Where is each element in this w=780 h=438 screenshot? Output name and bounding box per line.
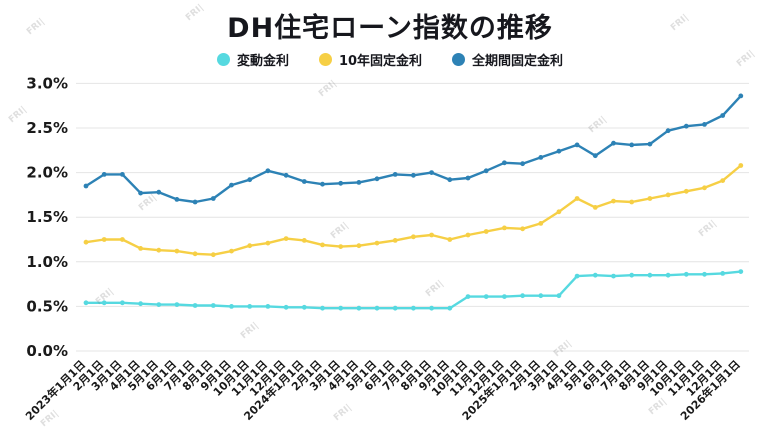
chart-legend: 変動金利 10年固定金利 全期間固定金利: [0, 50, 780, 69]
legend-label-10y-fixed-rate: 10年固定金利: [338, 54, 423, 69]
chart-title: DH住宅ローン指数の推移: [227, 13, 553, 44]
full-term-fixed-rate-dot-icon: [452, 53, 466, 66]
legend-label-variable-rate: 変動金利: [236, 54, 289, 69]
legend-item-10y-fixed-rate: 10年固定金利: [318, 50, 423, 69]
svg-text:1.5%: 1.5%: [26, 208, 68, 226]
svg-text:2.0%: 2.0%: [26, 164, 68, 182]
legend-item-variable-rate: 変動金利: [216, 50, 289, 69]
legend-label-full-term-fixed-rate: 全期間固定金利: [472, 54, 564, 69]
svg-text:2.5%: 2.5%: [26, 119, 68, 137]
svg-text:0.5%: 0.5%: [26, 297, 68, 315]
variable-rate-dot-icon: [216, 53, 230, 66]
svg-text:0.0%: 0.0%: [26, 342, 68, 360]
svg-text:3.0%: 3.0%: [26, 74, 68, 92]
legend-item-full-term-fixed-rate: 全期間固定金利: [452, 50, 563, 69]
10y-fixed-rate-dot-icon: [318, 53, 332, 66]
svg-text:1.0%: 1.0%: [26, 253, 68, 271]
